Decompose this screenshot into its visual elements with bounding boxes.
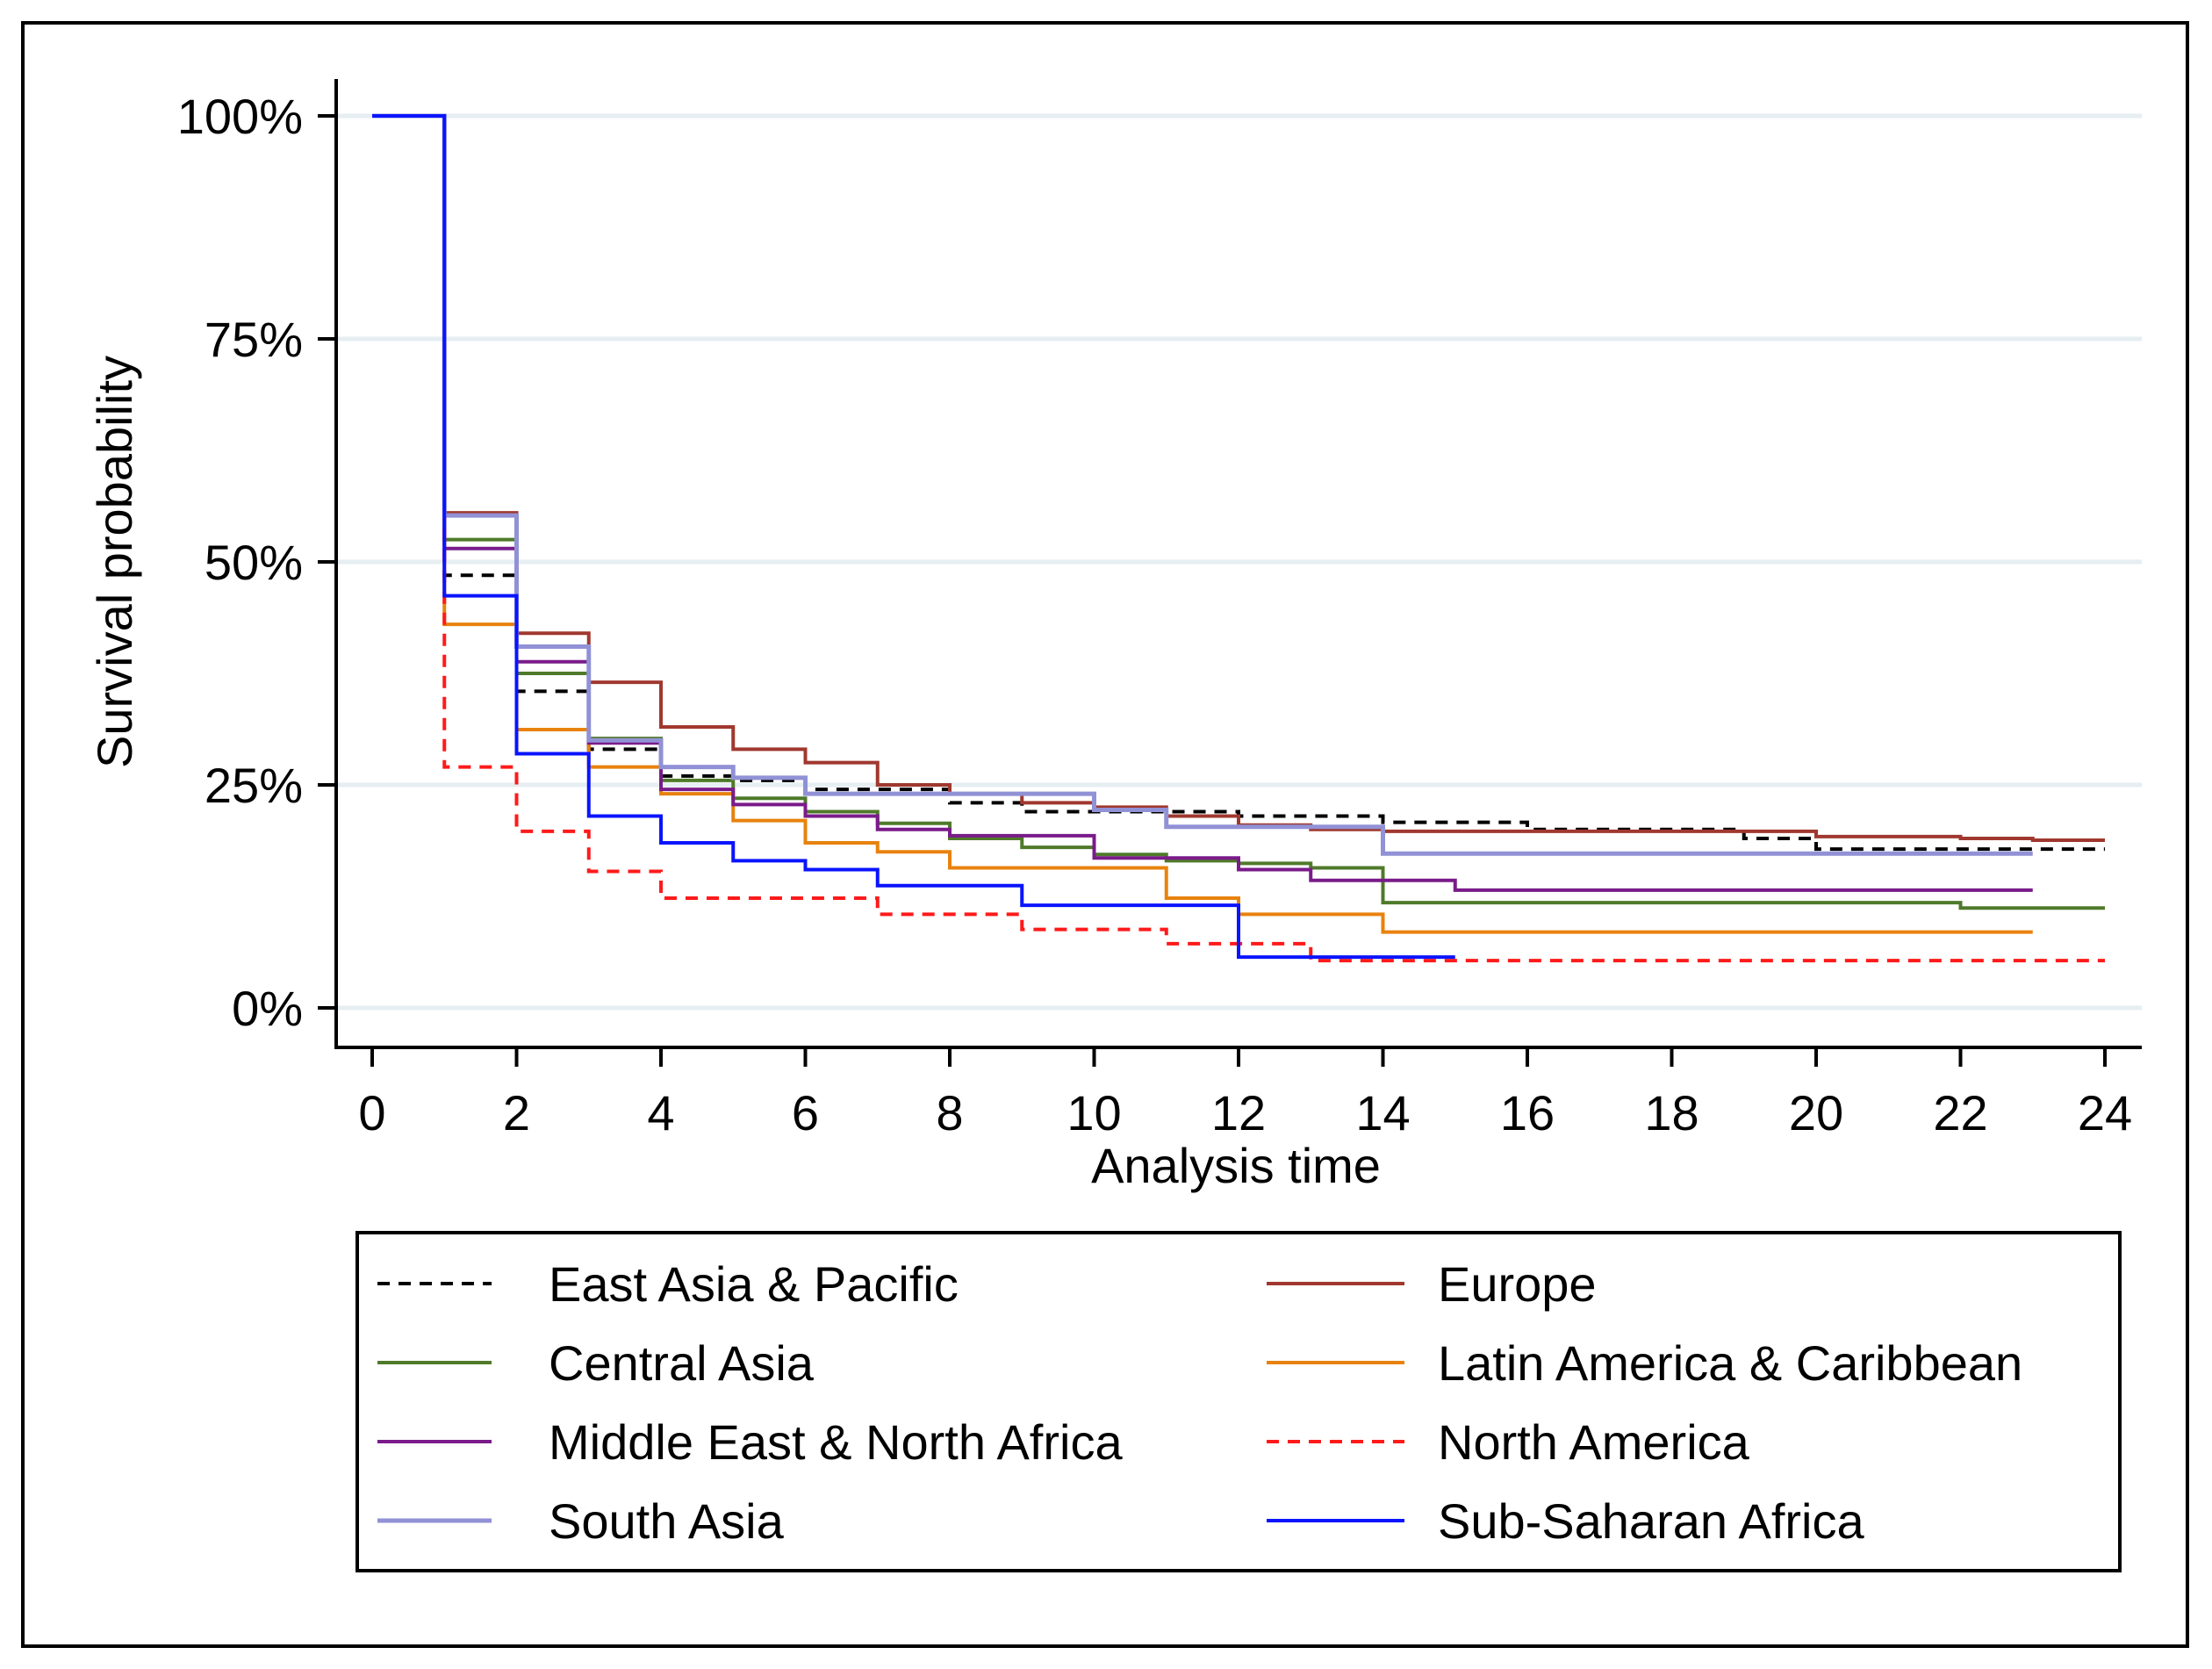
x-tick-label: 12 [1211,1085,1266,1140]
x-tick-label: 20 [1789,1085,1843,1140]
y-tick-label: 75% [205,312,303,367]
series-line-sub-saharan-africa [372,114,1455,960]
legend-label-central-asia: Central Asia [549,1335,815,1391]
series-line-middle-east-north-africa [372,114,2033,892]
x-tick-label: 22 [1933,1085,1987,1140]
x-tick-label: 4 [647,1085,674,1140]
y-tick-label: 25% [205,758,303,813]
legend-label-europe: Europe [1438,1256,1597,1312]
x-tick-label: 6 [792,1085,819,1140]
legend-label-middle-east-north-africa: Middle East & North Africa [549,1414,1123,1470]
y-tick-label: 100% [177,89,303,144]
series-line-east-asia-pacific [372,114,2105,852]
series-line-south-asia [372,113,2033,856]
y-axis-title: Survival probability [87,356,142,768]
series-line-north-america [372,114,2105,963]
gridlines [338,113,2142,1011]
x-tick-label: 16 [1500,1085,1555,1140]
y-tick-label: 50% [205,535,303,590]
x-tick-label: 8 [936,1085,963,1140]
x-axis-title: Analysis time [1091,1138,1381,1193]
legend-label-latin-america-caribbean: Latin America & Caribbean [1438,1335,2022,1391]
y-tick-label: 0% [232,981,303,1036]
x-tick-label: 2 [503,1085,530,1140]
y-ticks: 0% 25% 50% 75% 100% [177,89,336,1036]
legend-box [356,1231,2122,1572]
x-tick-label: 10 [1066,1085,1121,1140]
legend: East Asia & Pacific Europe Central Asia Lat… [377,1256,2022,1549]
x-ticks: 0 2 4 6 8 10 12 14 16 18 20 22 24 [358,1047,2132,1140]
x-tick-label: 18 [1644,1085,1698,1140]
series-lines [372,113,2105,963]
legend-label-south-asia: South Asia [549,1493,785,1549]
x-tick-label: 14 [1355,1085,1410,1140]
legend-label-sub-saharan-africa: Sub-Saharan Africa [1438,1493,1864,1549]
legend-label-north-america: North America [1438,1414,1750,1470]
x-tick-label: 24 [2078,1085,2132,1140]
legend-label-east-asia-pacific: East Asia & Pacific [549,1256,959,1312]
x-tick-label: 0 [358,1085,385,1140]
